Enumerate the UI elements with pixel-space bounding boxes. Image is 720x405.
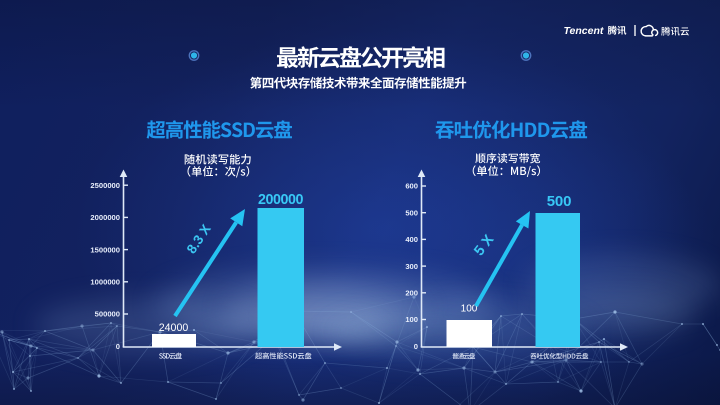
svg-text:500000: 500000 [95, 310, 120, 319]
svg-text:2000000: 2000000 [90, 213, 120, 222]
svg-text:1000000: 1000000 [90, 278, 120, 287]
svg-text:500: 500 [405, 208, 418, 217]
svg-text:200000: 200000 [258, 192, 304, 208]
svg-text:24000: 24000 [159, 322, 189, 334]
svg-text:8.3 X: 8.3 X [184, 222, 214, 257]
svg-text:100: 100 [405, 315, 418, 324]
svg-text:1500000: 1500000 [90, 245, 120, 254]
svg-text:5 X: 5 X [471, 232, 497, 259]
svg-text:500: 500 [547, 193, 571, 210]
svg-text:100: 100 [461, 304, 478, 315]
svg-text:0: 0 [116, 342, 120, 351]
svg-text:0: 0 [414, 342, 418, 351]
svg-text:400: 400 [405, 235, 418, 244]
svg-text:Tencent: Tencent [564, 25, 604, 37]
svg-text:300: 300 [405, 262, 418, 271]
svg-text:600: 600 [405, 182, 418, 191]
svg-text:2500000: 2500000 [90, 181, 120, 190]
svg-text:200: 200 [405, 289, 418, 298]
